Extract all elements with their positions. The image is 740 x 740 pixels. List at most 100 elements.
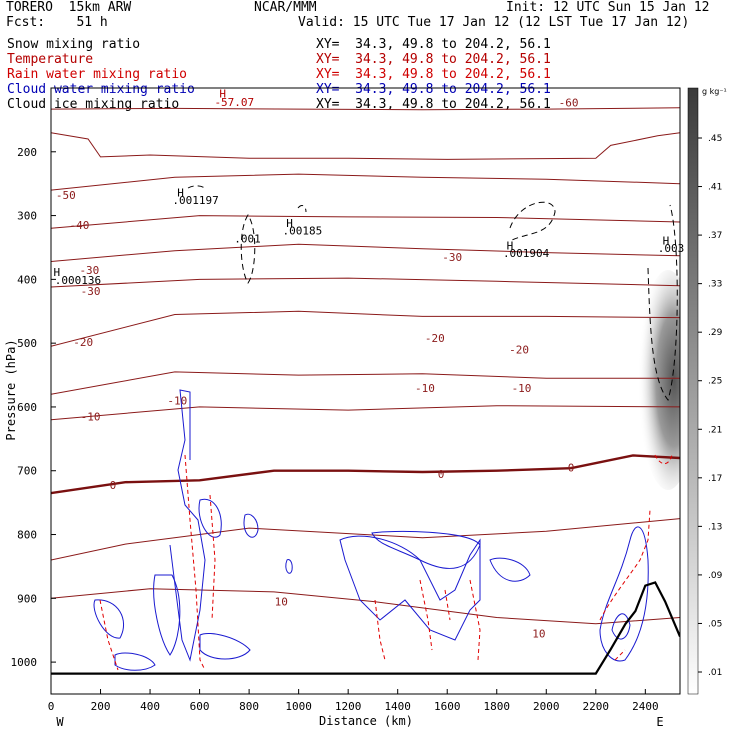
x-tick-label: 0 [48,700,55,713]
field-xy-rain: XY= 34.3, 49.8 to 204.2, 56.1 [316,67,551,82]
y-axis: 200 300 400 500 600 700 800 900 1000 [11,146,56,669]
isotherm-label: -30 [79,264,99,277]
field-name-cloud-water: Cloud water mixing ratio [7,82,195,97]
end-label-east: E [656,715,663,729]
extrema-label: H [53,266,60,279]
x-tick-label: 200 [91,700,111,713]
isotherm-label: -10 [512,382,532,395]
cloud-water-contour-i [285,559,293,574]
y-tick-label: 400 [17,273,37,286]
plot-frame [50,87,681,695]
isotherm-label: -10 [81,411,101,424]
isotherm-label: -10 [415,382,435,395]
extrema-label: .00185 [283,225,323,238]
cloud-water-contour-h [489,557,531,582]
field-xy-temperature: XY= 34.3, 49.8 to 204.2, 56.1 [316,52,551,67]
forecast-hour: Fcst: 51 h [6,15,108,30]
y-tick-label: 800 [17,529,37,542]
cloud-water-contour-c [93,599,125,639]
field-name-rain: Rain water mixing ratio [7,67,188,82]
y-tick-label: 600 [17,401,37,414]
extrema-label: .001904 [503,247,550,260]
cloud-ice-contour-d [509,201,556,241]
isotherm-label: 10 [275,596,288,609]
field-xy-cloud-ice: XY= 34.3, 49.8 to 204.2, 56.1 [316,97,551,112]
colorbar-tick-label: .45 [708,134,722,144]
isotherm-label: -60 [559,97,579,110]
extrema-label: -57.07 [214,96,254,109]
isotherm-line [51,405,680,421]
isotherm-label: 0 [568,462,575,475]
rain-water-contour-j [614,649,626,661]
extrema-label: .001 [234,232,260,245]
colorbar-tick-label: .25 [708,377,722,387]
x-tick-label: 600 [190,700,210,713]
extrema-label: H [507,239,514,252]
extrema-label: H [177,186,184,199]
cloud-water-contour-b [153,574,181,656]
terrain-line [51,581,680,675]
colorbar-tick-label: .09 [708,571,723,581]
isotherm-line [51,588,680,625]
rain-water-contour-e [419,579,433,651]
init-time: Init: 12 UTC Sun 15 Jan 12 [506,0,710,15]
x-tick-label: 1000 [285,700,312,713]
isotherm-line [51,132,680,160]
isotherm-line [51,107,680,111]
field-xy-snow: XY= 34.3, 49.8 to 204.2, 56.1 [316,37,551,52]
cloud-ice-contour-b [187,185,207,191]
rain-water-contour-a [184,454,206,671]
colorbar-tick-label: .01 [708,668,722,678]
colorbar-tick-label: .17 [708,474,722,484]
cloud-water-contour-m [114,652,156,671]
cloud-water-contours [93,389,649,671]
isotherm-label: -20 [425,332,445,345]
colorbar-tick-label: .05 [708,619,722,629]
isotherm-line [51,215,680,229]
isotherm-label: -20 [509,344,529,357]
colorbar-tick-label: .33 [708,280,722,290]
x-tick-label: 1400 [384,700,411,713]
colorbar: g kg⁻¹ .45 .41 .37 .33 .29 .25 .21 .17 .13 .09 .05… [687,87,727,695]
colorbar-tick-label: .29 [708,328,723,338]
isotherm-line [51,173,680,191]
model-title: TORERO 15km ARW [6,0,132,15]
isotherm-line [51,518,680,561]
end-label-west: W [56,715,64,729]
cloud-ice-contour-e [647,204,678,402]
rain-water-contour-h [654,454,673,465]
isotherm-label: -50 [56,189,76,202]
rain-water-contour-g [444,589,451,621]
extrema-label: .000136 [55,274,101,287]
x-tick-label: 2000 [533,700,560,713]
colorbar-tick-label: .13 [708,522,722,532]
isotherm-line [51,454,680,495]
x-tick-label: 2400 [632,700,659,713]
y-tick-label: 300 [17,210,37,223]
cloud-water-contour-d [198,498,222,538]
y-tick-label: 900 [17,592,37,605]
isotherm-line [51,310,680,347]
isotherm-label: 0 [438,468,445,481]
field-name-snow: Snow mixing ratio [7,37,141,52]
y-tick-label: 200 [17,146,37,159]
colorbar-tick-label: .41 [708,183,722,193]
x-axis-label: Distance (km) [319,714,413,728]
temperature-contours: -60-50-40-30-30-30-20 -20-20-10-10 -10-100… [51,97,680,640]
x-tick-label: 1200 [335,700,362,713]
y-tick-label: 500 [17,337,37,350]
x-axis: 0 200 400 600 800 1000 1200 1400 1600 1800 2000 220… [48,689,659,713]
y-axis-label: Pressure (hPa) [4,339,18,440]
colorbar-unit: g kg⁻¹ [702,87,727,96]
extrema-label: .003 [658,242,685,255]
x-tick-label: 2200 [583,700,610,713]
cloud-water-contour-f [339,535,481,641]
isotherm-label: 0 [110,479,117,492]
extrema-label: H [219,88,226,101]
rain-water-contour-f [469,579,481,661]
y-tick-label: 700 [17,465,37,478]
center-label: NCAR/MMM [254,0,317,15]
x-tick-label: 1800 [483,700,510,713]
cloud-water-contour-e [243,513,259,538]
extrema-label: .001197 [172,194,218,207]
